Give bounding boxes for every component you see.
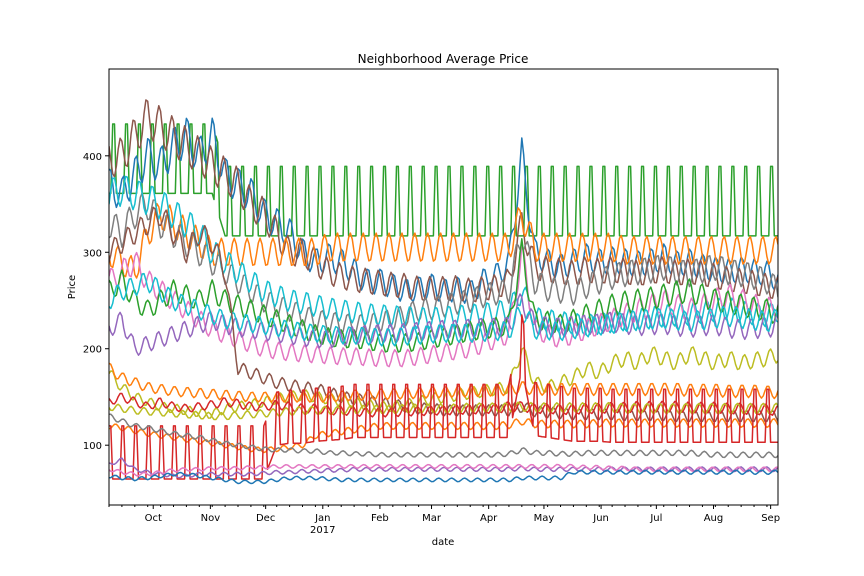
y-tick-label: 300 <box>83 248 102 259</box>
series-line-10 <box>109 272 778 347</box>
series-line-9 <box>109 293 778 356</box>
x-tick-sublabel: 2017 <box>310 525 335 536</box>
series-line-19 <box>109 457 778 479</box>
x-tick-label: Feb <box>371 513 389 524</box>
x-tick-label: Apr <box>480 513 498 524</box>
series-line-17 <box>109 314 778 480</box>
x-tick-label: Sep <box>761 513 780 524</box>
y-axis: 100 200 300 400 <box>83 152 109 452</box>
series-line-4 <box>109 202 778 279</box>
y-tick-label: 100 <box>83 441 102 452</box>
y-tick-label: 200 <box>83 345 102 356</box>
x-tick-label: Jan <box>314 513 330 524</box>
x-tick-label: Nov <box>201 513 221 524</box>
x-tick-label: Oct <box>145 513 162 524</box>
x-tick-label: Mar <box>422 513 442 524</box>
x-tick-label: Jul <box>649 513 662 524</box>
x-tick-label: Dec <box>256 513 275 524</box>
y-axis-label: Price <box>67 275 78 299</box>
series-line-1 <box>109 123 778 237</box>
x-tick-label: Aug <box>704 513 724 524</box>
series-line-21 <box>109 469 778 485</box>
series-line-8 <box>109 238 778 353</box>
x-tick-label: May <box>534 513 555 524</box>
x-axis-label: date <box>432 537 455 548</box>
chart-title: Neighborhood Average Price <box>358 52 529 66</box>
plot-frame <box>108 68 779 506</box>
series-line-3 <box>109 99 778 303</box>
x-tick-label: Jun <box>592 513 609 524</box>
series-line-20 <box>109 463 778 477</box>
y-tick-label: 400 <box>83 152 102 163</box>
series-line-18 <box>109 413 778 459</box>
series-layer <box>109 99 778 485</box>
